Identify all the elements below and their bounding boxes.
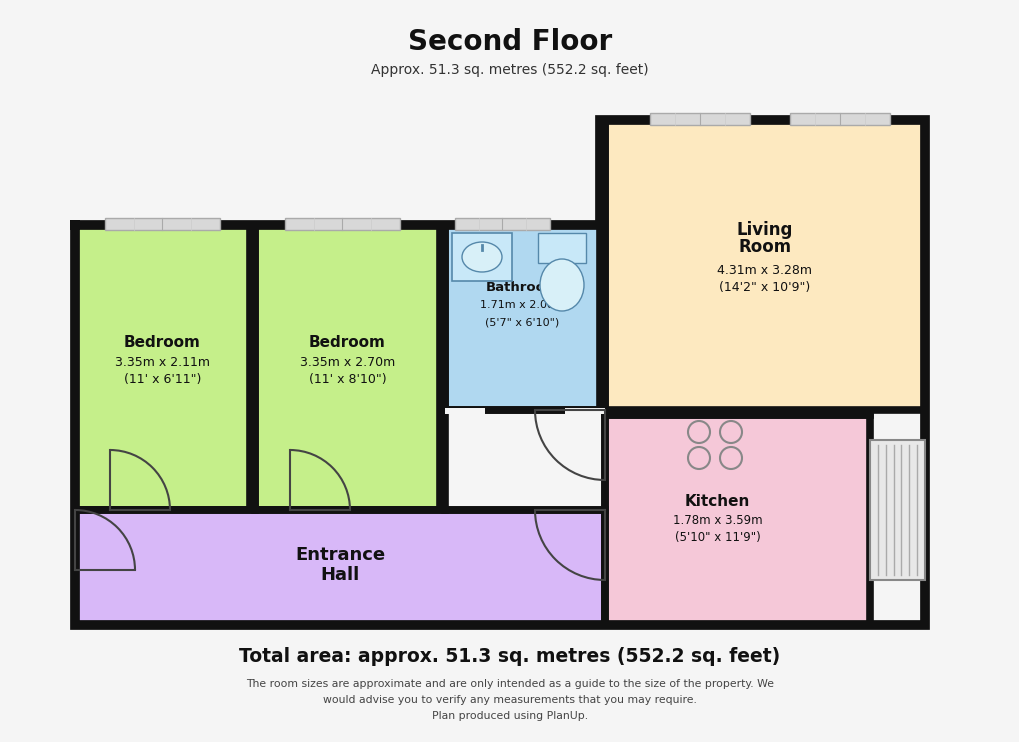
- Bar: [869, 440, 924, 580]
- Text: 3.35m x 2.70m: 3.35m x 2.70m: [300, 356, 394, 369]
- Text: 1.71m x 2.08m: 1.71m x 2.08m: [480, 301, 565, 310]
- Bar: [444, 408, 484, 414]
- FancyArrow shape: [389, 250, 599, 360]
- Bar: [537, 233, 586, 263]
- Text: (14'2" x 10'9"): (14'2" x 10'9"): [718, 280, 810, 294]
- Text: Hall: Hall: [320, 566, 360, 585]
- Bar: [565, 408, 604, 414]
- Bar: [451, 233, 512, 281]
- Text: 1.78m x 3.59m: 1.78m x 3.59m: [672, 514, 761, 528]
- Bar: [284, 218, 399, 230]
- Bar: [790, 113, 890, 125]
- Text: 3.35m x 2.11m: 3.35m x 2.11m: [115, 356, 210, 369]
- Bar: [604, 415, 869, 625]
- Bar: [105, 218, 220, 230]
- Text: Second Floor: Second Floor: [408, 28, 611, 56]
- Ellipse shape: [462, 242, 501, 272]
- Text: (5'7" x 6'10"): (5'7" x 6'10"): [485, 318, 559, 327]
- Text: Entrance: Entrance: [294, 547, 385, 565]
- Text: (5'10" x 11'9"): (5'10" x 11'9"): [674, 531, 759, 543]
- Text: (11' x 6'11"): (11' x 6'11"): [123, 373, 201, 386]
- Bar: [604, 120, 924, 410]
- Text: Total area: approx. 51.3 sq. metres (552.2 sq. feet): Total area: approx. 51.3 sq. metres (552…: [239, 648, 780, 666]
- Text: 4.31m x 3.28m: 4.31m x 3.28m: [716, 263, 812, 277]
- Text: Living: Living: [736, 221, 793, 239]
- Bar: [649, 113, 749, 125]
- Bar: [255, 225, 439, 510]
- Bar: [454, 218, 549, 230]
- Bar: [75, 510, 604, 625]
- Ellipse shape: [539, 259, 584, 311]
- Text: would advise you to verify any measurements that you may require.: would advise you to verify any measureme…: [323, 695, 696, 705]
- Text: Kitchen: Kitchen: [684, 494, 749, 510]
- Text: Bedroom: Bedroom: [124, 335, 201, 350]
- Bar: [75, 225, 250, 510]
- Text: Approx. 51.3 sq. metres (552.2 sq. feet): Approx. 51.3 sq. metres (552.2 sq. feet): [371, 63, 648, 77]
- Text: Bathroom: Bathroom: [485, 281, 558, 294]
- Text: (11' x 8'10"): (11' x 8'10"): [309, 373, 386, 386]
- Text: The room sizes are approximate and are only intended as a guide to the size of t: The room sizes are approximate and are o…: [246, 679, 773, 689]
- Bar: [444, 225, 599, 410]
- Text: Bedroom: Bedroom: [309, 335, 385, 350]
- Text: Room: Room: [738, 238, 791, 256]
- Text: Plan produced using PlanUp.: Plan produced using PlanUp.: [431, 711, 588, 721]
